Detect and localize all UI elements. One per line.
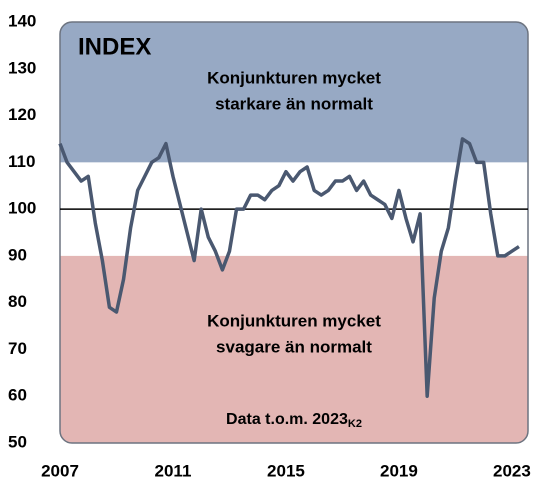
chart-title: INDEX (78, 33, 151, 60)
note: Data t.o.m. 2023 (226, 411, 348, 428)
band (60, 255, 528, 443)
bands (60, 22, 528, 443)
x-tick-label: 2023 (493, 461, 531, 480)
annotation: starkare än normalt (215, 94, 373, 113)
annotation: Data t.o.m. 2023K2 (226, 411, 362, 430)
annotation: Konjunkturen mycket (207, 68, 381, 87)
plot-border (59, 21, 529, 444)
y-tick-label: 90 (8, 245, 27, 264)
y-tick-label: 100 (8, 199, 36, 218)
x-tick-label: 2015 (267, 461, 305, 480)
y-tick-label: 80 (8, 292, 27, 311)
x-tick-label: 2007 (41, 461, 79, 480)
y-tick-label: 140 (8, 11, 36, 30)
band (60, 22, 528, 163)
y-tick-label: 70 (8, 339, 27, 358)
y-tick-label: 130 (8, 58, 36, 77)
y-tick-label: 50 (8, 432, 27, 451)
note-sub: K2 (348, 418, 362, 430)
annotation: svagare än normalt (216, 337, 372, 356)
y-tick-label: 120 (8, 105, 36, 124)
y-tick-label: 110 (8, 152, 35, 171)
data-line (58, 137, 520, 398)
y-tick-label: 60 (8, 386, 27, 405)
annotation: Konjunkturen mycket (207, 311, 381, 330)
x-tick-label: 2019 (380, 461, 418, 480)
x-tick-label: 2011 (155, 461, 192, 480)
